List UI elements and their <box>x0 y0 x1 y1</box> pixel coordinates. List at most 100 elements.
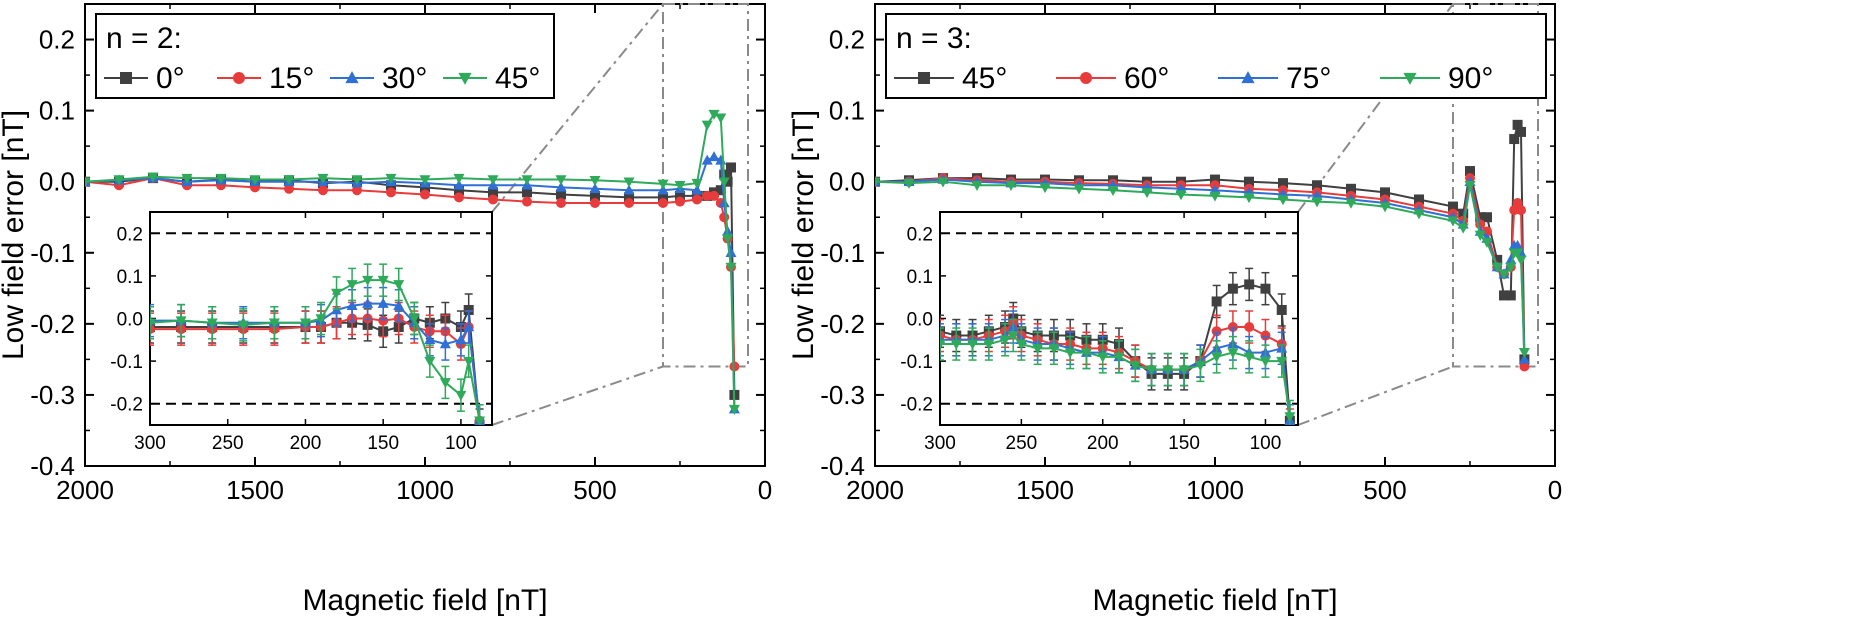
inset-data-point <box>346 299 358 310</box>
inset-data-point <box>424 334 436 345</box>
data-point <box>147 172 159 183</box>
data-point <box>658 192 668 203</box>
inset-data-point <box>1260 283 1271 294</box>
inset-data-point <box>967 339 979 350</box>
data-point <box>1465 166 1475 177</box>
x-axis-title: Magnetic field [nT] <box>302 584 547 617</box>
inset-data-point <box>362 275 374 286</box>
data-point <box>1413 209 1425 220</box>
inset-data-point <box>1284 412 1296 423</box>
data-point <box>1515 255 1527 266</box>
data-point <box>1512 239 1524 250</box>
zoom-region-box <box>1452 3 1539 368</box>
data-point <box>1512 119 1523 130</box>
data-point <box>1277 195 1289 206</box>
inset-data-point <box>463 304 474 315</box>
y-axis-title: Low field error [nT] <box>787 110 820 360</box>
x-tick-label: 1000 <box>396 475 454 505</box>
legend-entry-label: 60° <box>1124 62 1169 95</box>
data-point <box>590 198 600 209</box>
legend-entry-label: 0° <box>156 62 185 95</box>
x-tick-label: 1500 <box>1016 475 1074 505</box>
y-tick-label: -0.3 <box>820 380 865 410</box>
data-point <box>1464 180 1476 191</box>
data-point <box>624 198 634 209</box>
data-point <box>1505 262 1517 273</box>
inset-data-point <box>299 318 311 329</box>
data-point <box>589 183 601 194</box>
data-point <box>725 262 737 273</box>
inset-y-tick-label: -0.2 <box>110 395 143 416</box>
inset-data-point <box>463 356 475 367</box>
inset-series-line-3 <box>150 279 481 421</box>
data-point <box>1175 190 1187 201</box>
data-point <box>1380 187 1390 198</box>
data-point <box>722 176 733 187</box>
legend-swatch-marker <box>120 72 132 84</box>
inset-data-point <box>439 378 451 389</box>
y-tick-label: 0.1 <box>829 96 865 126</box>
data-point <box>488 187 498 198</box>
inset-frame <box>939 211 1299 426</box>
zoom-connector-line <box>1297 3 1454 213</box>
y-tick-label: 0.1 <box>39 96 75 126</box>
data-point <box>903 178 915 189</box>
inset-data-point <box>331 288 343 299</box>
legend-entry-label: 90° <box>1448 62 1493 95</box>
x-tick-label: 0 <box>758 475 772 505</box>
legend-swatch-marker <box>345 71 359 84</box>
x-tick-label: 1000 <box>1186 475 1244 505</box>
data-point <box>719 212 730 223</box>
data-point <box>623 184 635 195</box>
inset-data-point <box>983 339 995 350</box>
data-point <box>971 180 983 191</box>
inset-data-point <box>1243 352 1255 363</box>
inset-y-tick-label: 0.1 <box>117 267 143 288</box>
data-point <box>691 178 703 189</box>
data-point <box>875 177 881 188</box>
data-point <box>488 194 498 205</box>
data-point <box>215 173 227 184</box>
inset-data-point <box>1211 326 1222 337</box>
inset-data-point <box>1007 331 1019 342</box>
inset-data-point <box>378 315 389 326</box>
inset-y-tick-label: -0.1 <box>110 352 143 373</box>
inset-x-tick-label: 250 <box>212 433 244 454</box>
inset-x-tick-label: 300 <box>924 433 956 454</box>
data-point <box>715 113 727 124</box>
inset-data-point <box>1227 322 1238 333</box>
data-point <box>454 192 464 203</box>
data-point <box>701 154 713 165</box>
inset-y-tick-label: -0.2 <box>900 395 933 416</box>
inset-data-point <box>1244 279 1255 290</box>
inset-data-point <box>463 321 475 332</box>
inset-data-point <box>1178 365 1190 376</box>
inset-data-point <box>474 416 486 425</box>
legend-title: n = 3: <box>896 22 972 55</box>
data-point <box>1447 216 1459 227</box>
inset-data-point <box>237 320 249 331</box>
inset-x-tick-label: 250 <box>1006 433 1038 454</box>
data-point <box>1498 269 1510 280</box>
data-point <box>1039 183 1051 194</box>
data-point <box>1457 223 1469 234</box>
zoom-connector-line <box>491 365 664 426</box>
data-point <box>522 196 532 207</box>
inset-data-point <box>268 318 280 329</box>
y-tick-label: 0.0 <box>39 167 75 197</box>
data-point <box>351 175 363 186</box>
legend-swatch-marker <box>918 72 930 84</box>
data-point <box>1458 208 1469 219</box>
legend-entry-label: 45° <box>962 62 1007 95</box>
data-point <box>454 185 464 196</box>
data-point <box>623 177 635 188</box>
x-tick-label: 500 <box>573 475 616 505</box>
y-axis-title: Low field error [nT] <box>0 110 30 360</box>
data-point <box>1492 254 1503 265</box>
inset-data-point <box>408 314 420 325</box>
x-tick-label: 0 <box>1548 475 1562 505</box>
data-point <box>1243 193 1255 204</box>
inset-data-point <box>1227 283 1238 294</box>
